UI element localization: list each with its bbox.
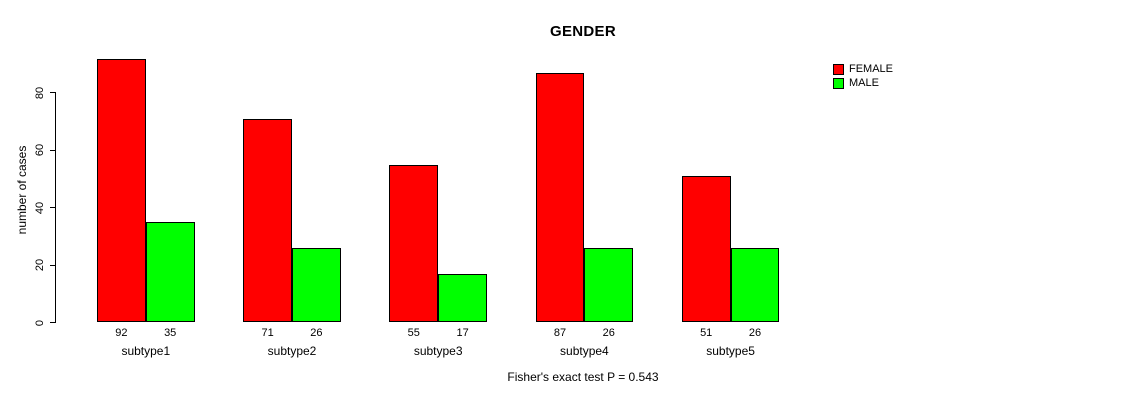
- y-axis-label: number of cases: [15, 145, 29, 235]
- bar-male-subtype3: [438, 273, 487, 323]
- y-tick-label: 0: [34, 319, 46, 326]
- y-tick-label: 40: [34, 201, 46, 214]
- legend-swatch-female: [833, 63, 844, 75]
- y-tick: [50, 92, 56, 94]
- x-category-label: subtype5: [706, 344, 755, 358]
- bar-female-subtype2: [243, 118, 292, 323]
- bar-value-label: 51: [700, 327, 713, 339]
- x-category-label: subtype1: [121, 344, 171, 358]
- bar-value-label: 26: [748, 327, 762, 339]
- bar-male-subtype5: [730, 247, 780, 323]
- bar-male-subtype4: [584, 247, 634, 323]
- x-category-label: subtype4: [560, 344, 609, 358]
- bar-value-label: 71: [261, 327, 274, 339]
- y-tick-label: 80: [34, 86, 46, 100]
- legend-item-female: FEMALE: [833, 62, 893, 76]
- y-tick-label: 60: [34, 144, 46, 157]
- bar-value-label: 26: [310, 327, 323, 339]
- bar-value-label: 92: [115, 327, 128, 339]
- y-tick: [50, 322, 56, 323]
- legend-swatch-male: [833, 77, 844, 89]
- bar-female-subtype1: [97, 58, 146, 323]
- legend-label: MALE: [849, 77, 879, 89]
- chart-caption: Fisher's exact test P = 0.543: [507, 370, 659, 384]
- x-category-label: subtype3: [413, 344, 463, 358]
- bar-male-subtype2: [292, 247, 341, 323]
- bar-male-subtype1: [145, 222, 195, 323]
- y-tick: [50, 264, 56, 266]
- bar-value-label: 87: [553, 327, 567, 339]
- bar-value-label: 55: [407, 327, 420, 339]
- bar-value-label: 26: [602, 327, 615, 339]
- x-category-label: subtype2: [267, 344, 317, 358]
- y-tick: [50, 207, 56, 209]
- y-tick: [50, 149, 56, 151]
- legend: FEMALE MALE: [833, 62, 893, 90]
- legend-item-male: MALE: [833, 76, 893, 90]
- legend-label: FEMALE: [849, 63, 894, 75]
- bar-female-subtype3: [389, 164, 439, 323]
- bar-female-subtype5: [681, 176, 731, 323]
- chart-title: GENDER: [550, 23, 616, 40]
- y-tick-label: 20: [34, 258, 46, 272]
- bar-value-label: 17: [456, 327, 469, 339]
- bar-value-label: 35: [164, 327, 177, 339]
- bar-female-subtype4: [535, 72, 585, 323]
